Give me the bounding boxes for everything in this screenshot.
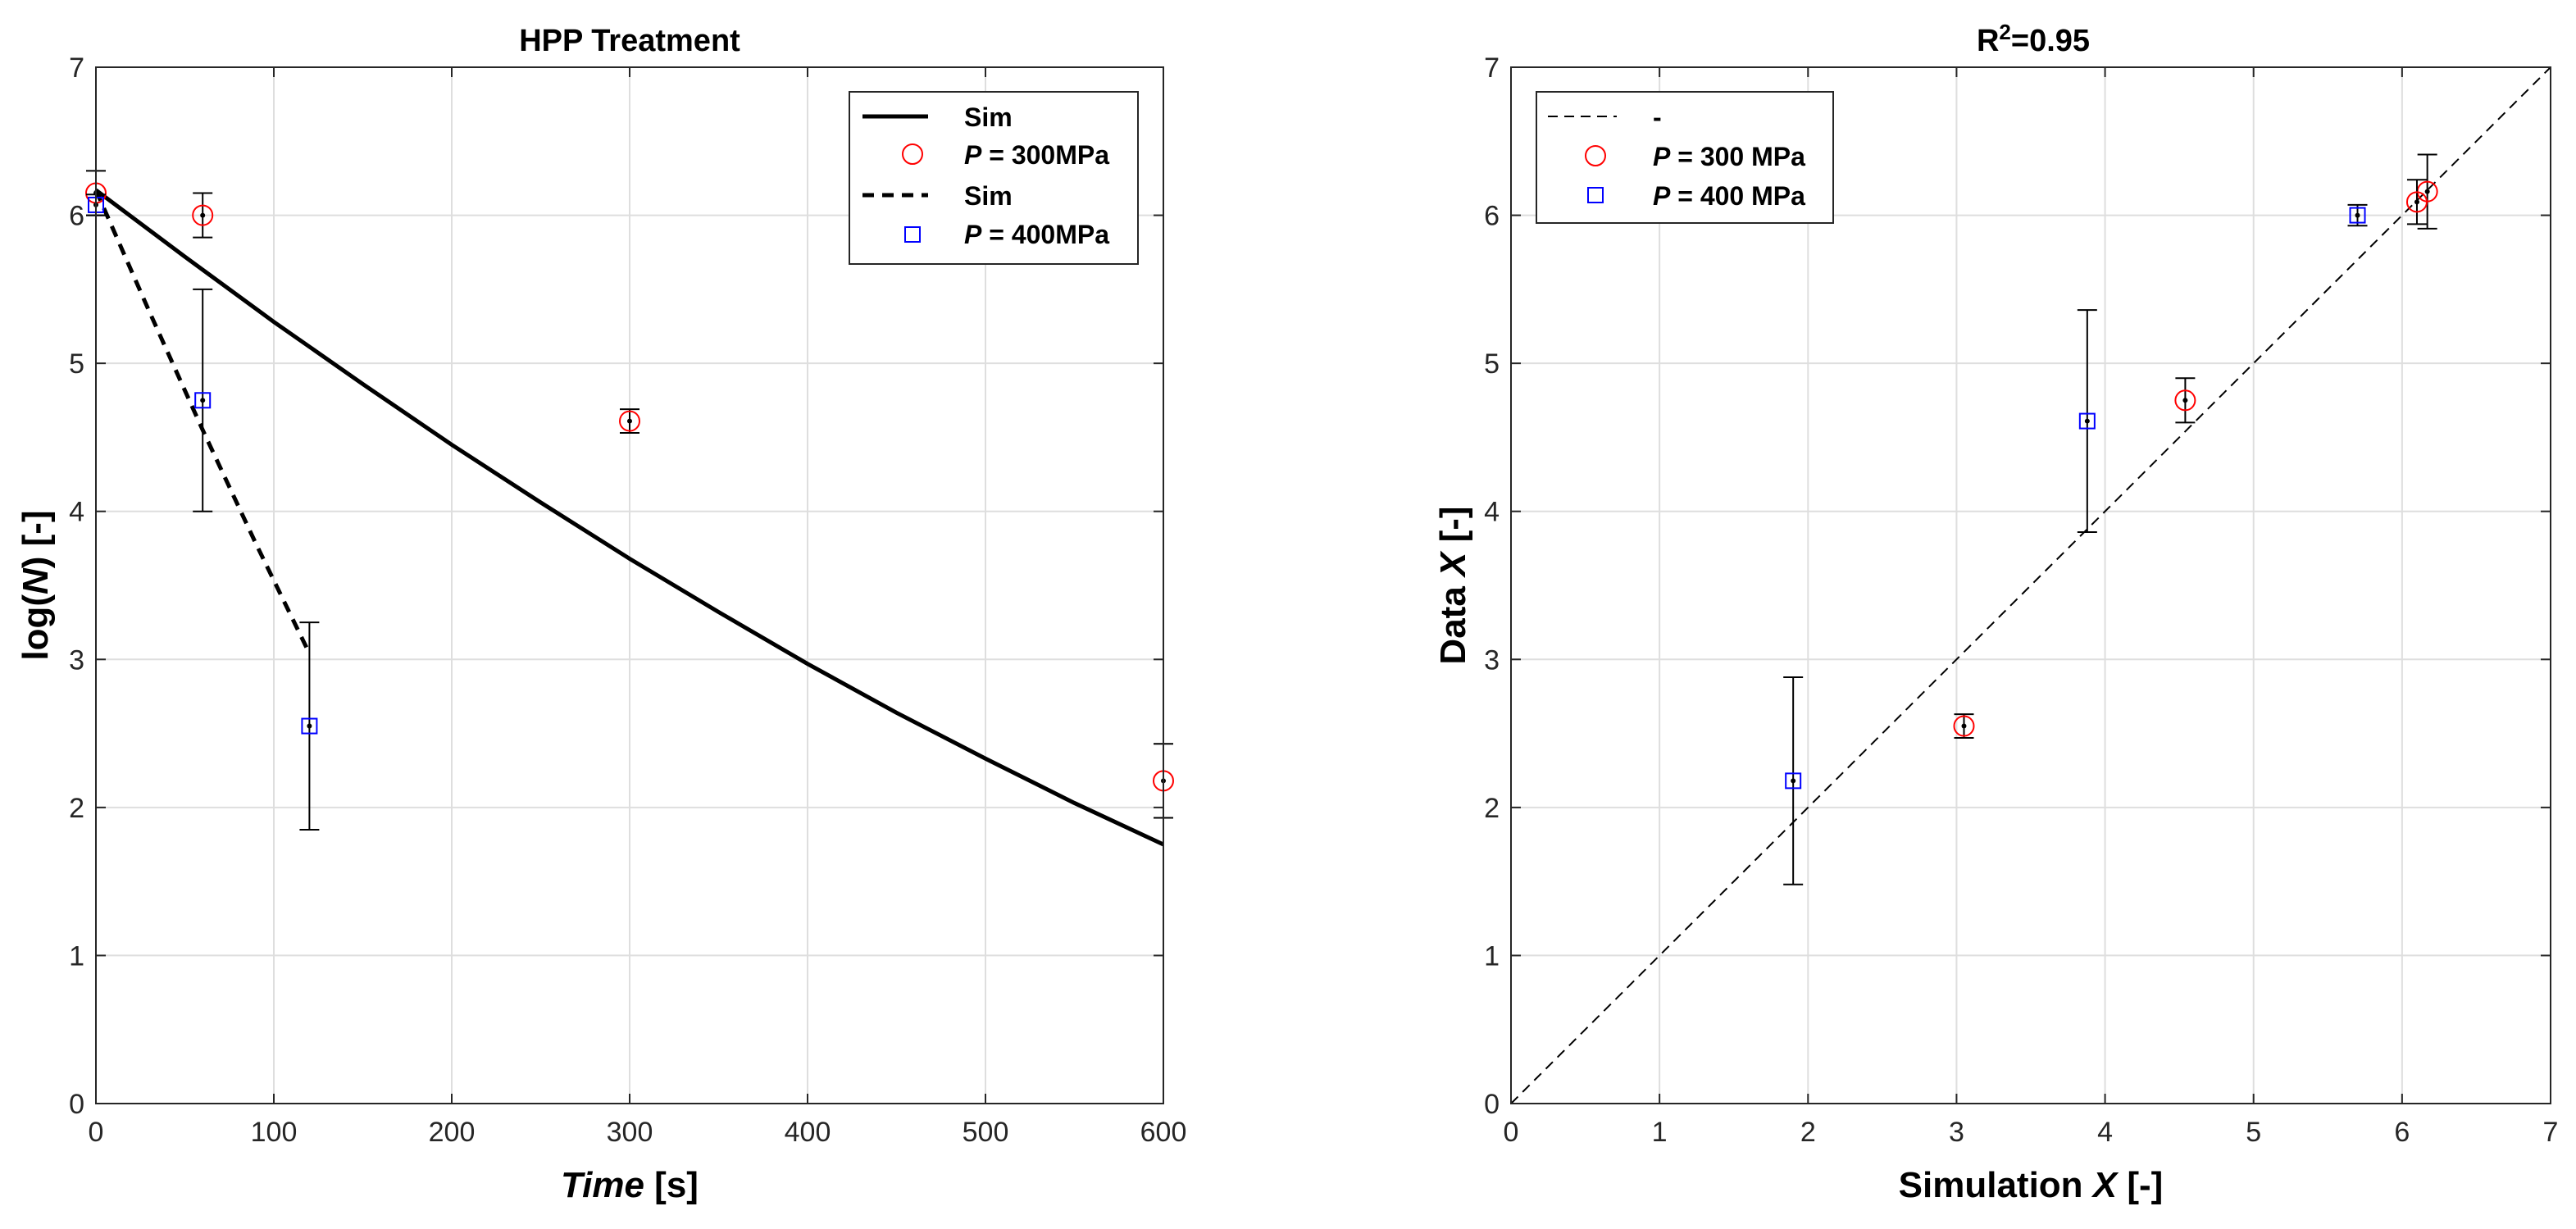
- data-point-center: [627, 418, 632, 424]
- sim-line-solid: [94, 188, 1165, 847]
- x-tick-label: 300: [607, 1117, 653, 1148]
- legend-label-dash: -: [1653, 102, 1662, 132]
- x-tick-label: 6: [2394, 1117, 2410, 1148]
- x-tick-label: 500: [963, 1117, 1009, 1148]
- x-tick-label: 7: [2543, 1117, 2559, 1148]
- x-axis-label: Simulation X [-]: [1899, 1165, 2164, 1205]
- y-tick-label: 1: [1484, 940, 1500, 972]
- y-tick-label: 7: [1484, 52, 1500, 84]
- legend: Sim P = 300MPa Sim P = 400MPa: [849, 91, 1139, 265]
- x-axis-label: Time [s]: [561, 1165, 699, 1205]
- y-tick-label: 5: [69, 348, 84, 380]
- x-ticks: 0 1 2 3 4 5 6 7: [1504, 67, 2559, 1148]
- legend-label-sim-dashed: Sim: [964, 181, 1013, 211]
- legend-label-sim-solid: Sim: [964, 102, 1013, 132]
- chart-title: HPP Treatment: [519, 24, 740, 58]
- legend-label-300: P = 300 MPa: [1653, 142, 1805, 171]
- data-point-center: [2424, 189, 2430, 194]
- y-axis-label: Data X [-]: [1433, 506, 1473, 664]
- x-ticks: 0 100 200 300 400 500 600: [89, 67, 1187, 1148]
- x-tick-label: 5: [2246, 1117, 2261, 1148]
- data-point-center: [2355, 212, 2360, 218]
- x-tick-label: 4: [2097, 1117, 2113, 1148]
- data-point-square-400mpa: [2349, 207, 2366, 224]
- parity-chart: 0 1 2 3 4 5 6 7 0 1 2 3 4 5 6 7 R2=0.95 Simulation X […: [1433, 20, 2558, 1205]
- x-tick-label: 100: [251, 1117, 298, 1148]
- data-point-center: [2414, 199, 2419, 205]
- y-tick-label: 3: [1484, 644, 1500, 676]
- data-point-center: [307, 723, 312, 729]
- data-point-square-400mpa: [1785, 772, 1802, 790]
- data-point-center: [2182, 398, 2188, 403]
- y-tick-label: 5: [1484, 348, 1500, 380]
- data-point-square-400mpa: [194, 392, 212, 409]
- data-point-circle-300mpa: [1953, 715, 1975, 737]
- y-tick-label: 2: [69, 793, 84, 824]
- legend-label-400: P = 400MPa: [964, 220, 1109, 249]
- hpp-treatment-chart: 0 100 200 300 400 500 600 0 1 2 3 4 5 6 7 HPP Treatme…: [16, 24, 1186, 1205]
- y-tick-label: 4: [69, 497, 84, 528]
- y-tick-label: 1: [69, 940, 84, 972]
- y-tick-label: 3: [69, 644, 84, 676]
- data-point-square-400mpa: [2078, 412, 2096, 430]
- legend-label-300: P = 300MPa: [964, 140, 1109, 170]
- y-tick-label: 0: [1484, 1089, 1500, 1120]
- data-point-circle-300mpa: [192, 204, 214, 226]
- data-point-square-400mpa: [301, 717, 318, 735]
- x-tick-label: 200: [429, 1117, 476, 1148]
- data-point-center: [1791, 778, 1796, 784]
- x-tick-label: 400: [785, 1117, 831, 1148]
- x-tick-label: 0: [1504, 1117, 1519, 1148]
- y-axis-label: log(N) [-]: [16, 510, 56, 660]
- data-point-circle-300mpa: [619, 410, 640, 432]
- data-point-center: [200, 212, 206, 218]
- x-tick-label: 600: [1140, 1117, 1187, 1148]
- x-tick-label: 1: [1652, 1117, 1668, 1148]
- legend-marker-circle: [902, 143, 923, 165]
- y-ticks: 0 1 2 3 4 5 6 7: [1484, 52, 2551, 1120]
- plot-marks: [1510, 66, 2551, 1104]
- legend-marker-square: [904, 226, 921, 243]
- identity-line: [1510, 66, 2551, 1104]
- legend-marker-square: [1587, 187, 1604, 203]
- data-point-center: [1961, 723, 1967, 729]
- x-tick-label: 0: [89, 1117, 104, 1148]
- data-point-center: [200, 398, 206, 403]
- data-point-circle-300mpa: [2174, 389, 2196, 412]
- y-tick-label: 7: [69, 52, 84, 84]
- data-point-center: [2084, 418, 2090, 424]
- axes-box: [95, 66, 1164, 1104]
- legend-label-400: P = 400 MPa: [1653, 181, 1805, 211]
- y-tick-label: 4: [1484, 497, 1500, 528]
- y-tick-label: 0: [69, 1089, 84, 1120]
- axes-box: [1510, 66, 2551, 1104]
- legend: - P = 300 MPa P = 400 MPa: [1536, 91, 1834, 224]
- x-tick-label: 2: [1800, 1117, 1816, 1148]
- legend-box: [849, 91, 1139, 265]
- chart-title: R2=0.95: [1977, 20, 2090, 58]
- y-tick-label: 6: [1484, 201, 1500, 232]
- y-tick-label: 2: [1484, 793, 1500, 824]
- y-tick-label: 6: [69, 201, 84, 232]
- data-point-circle-300mpa: [2405, 191, 2428, 213]
- legend-marker-circle: [1585, 145, 1606, 166]
- x-tick-label: 3: [1949, 1117, 1964, 1148]
